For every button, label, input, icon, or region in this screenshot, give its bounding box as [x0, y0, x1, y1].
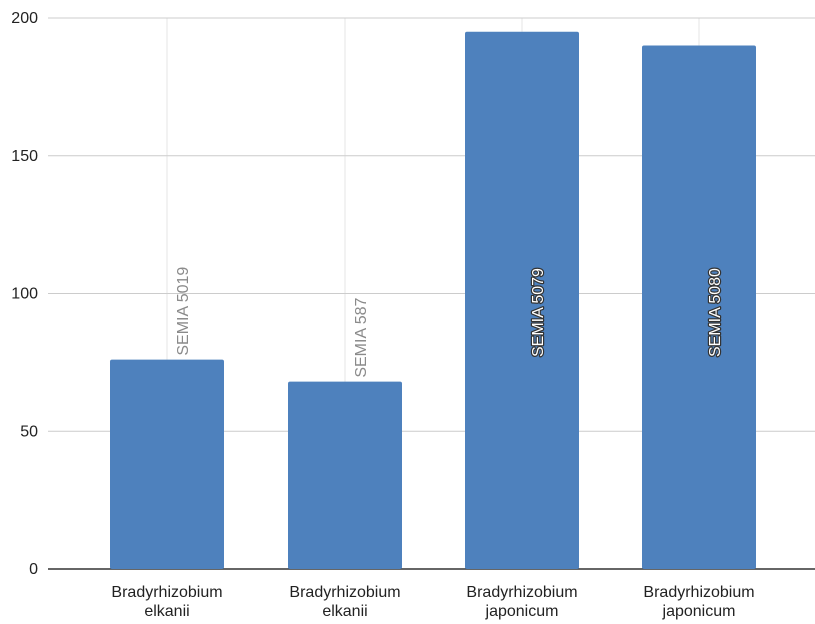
- x-tick-label: Bradyrhizobium elkanii: [289, 584, 400, 620]
- y-tick-label: 50: [20, 423, 38, 440]
- x-tick-label: Bradyrhizobium japonicum: [643, 584, 754, 620]
- y-tick-label: 100: [11, 286, 38, 303]
- x-tick-label: Bradyrhizobium elkanii: [111, 584, 222, 620]
- bar-data-label: SEMIA 587: [353, 298, 370, 378]
- bar: [642, 45, 756, 570]
- y-tick-label: 150: [11, 148, 38, 165]
- bar: [288, 381, 402, 569]
- y-tick-label: 200: [11, 10, 38, 27]
- bars-layer: [110, 31, 756, 570]
- y-tick-label: 0: [29, 561, 38, 578]
- bar-data-label: SEMIA 5080: [707, 268, 724, 357]
- x-tick-label: Bradyrhizobium japonicum: [466, 584, 577, 620]
- bar-data-label: SEMIA 5019: [175, 267, 192, 356]
- bar-data-label: SEMIA 5079: [530, 268, 547, 357]
- labels-layer: 0 50 100 150 200 Bradyrhizobium elkanii Bradyrh…: [11, 10, 754, 620]
- bar: [110, 359, 224, 569]
- bar: [465, 31, 579, 569]
